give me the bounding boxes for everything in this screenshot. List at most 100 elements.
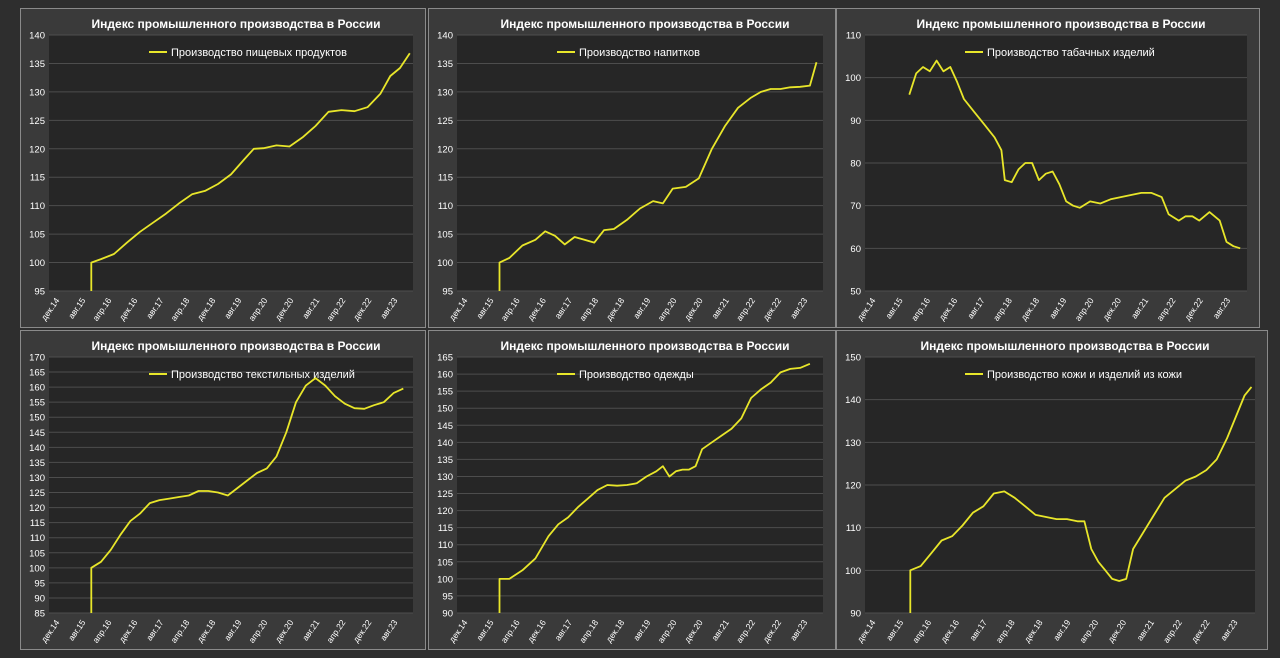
chart-panel-beverages: 95 100 105 110 115 120 125 130 135 140 дек.14 авг.1… (428, 8, 836, 328)
x-tick-label: апр.18 (577, 618, 600, 645)
x-tick-label: авг.23 (788, 618, 810, 643)
plot-area (49, 35, 413, 291)
x-tick-label: авг.17 (967, 618, 989, 643)
y-tick-label: 115 (30, 173, 45, 184)
y-tick-label: 145 (437, 421, 453, 432)
x-tick-label: дек.16 (937, 296, 960, 323)
x-tick-label: дек.22 (1182, 296, 1205, 323)
x-tick-label: авг.21 (709, 618, 731, 643)
x-tick-label: авг.19 (222, 296, 244, 321)
y-tick-label: 120 (437, 506, 453, 517)
y-tick-label: 115 (438, 173, 453, 184)
legend-entry: Производство одежды (579, 369, 694, 381)
x-tick-label: дек.20 (273, 618, 296, 645)
x-tick-label: авг.23 (788, 296, 810, 321)
y-tick-label: 115 (438, 523, 453, 534)
y-tick-label: 125 (437, 489, 453, 500)
y-tick-label: 105 (437, 557, 453, 568)
x-tick-label: авг.19 (1047, 296, 1069, 321)
y-tick-label: 150 (437, 404, 453, 415)
y-tick-label: 90 (850, 116, 861, 127)
y-tick-label: 80 (850, 159, 861, 170)
x-tick-label: авг.21 (1135, 618, 1157, 643)
y-tick-label: 100 (437, 258, 453, 269)
y-tick-label: 155 (437, 387, 453, 398)
x-tick-label: дек.22 (761, 296, 784, 323)
chart-title: Индекс промышленного производства в Росс… (501, 339, 790, 353)
x-tick-label: дек.18 (195, 296, 218, 323)
x-tick-label: авг.19 (222, 618, 244, 643)
chart-textile-plot: 85 90 95 100 105 110 115 120 125 130 135 140 145 150 1… (29, 339, 413, 645)
y-tick-label: 150 (29, 413, 45, 424)
y-tick-label: 130 (845, 438, 861, 449)
y-tick-label: 135 (437, 59, 453, 70)
x-tick-label: апр.16 (499, 618, 522, 645)
x-tick-label: дек.16 (117, 618, 140, 645)
chart-panel-clothing: 90 95 100 105 110 115 120 125 130 135 140 145 150 155… (428, 330, 836, 650)
y-tick-label: 105 (29, 548, 45, 559)
x-tick-label: апр.22 (734, 296, 757, 323)
x-tick-label: дек.18 (604, 618, 627, 645)
y-tick-label: 100 (29, 258, 45, 269)
x-tick-label: апр.16 (909, 296, 932, 323)
series-line (498, 62, 818, 291)
plot-area (457, 35, 823, 291)
x-tick-label: авг.15 (883, 296, 905, 321)
x-tick-label: авг.15 (884, 618, 906, 643)
y-tick-label: 110 (438, 201, 453, 212)
x-tick-label: авг.19 (1051, 618, 1073, 643)
y-tick-label: 135 (29, 59, 45, 70)
series-line (498, 362, 811, 613)
y-tick-label: 90 (442, 609, 453, 620)
y-tick-label: 110 (30, 533, 45, 544)
chart-title: Индекс промышленного производства в Росс… (92, 339, 381, 353)
x-tick-label: авг.23 (378, 296, 400, 321)
y-tick-label: 110 (30, 201, 45, 212)
legend-entry: Производство напитков (579, 47, 700, 59)
y-tick-label: 170 (29, 353, 45, 364)
x-tick-label: авг.15 (474, 618, 496, 643)
series-line (90, 52, 411, 291)
y-tick-label: 125 (29, 488, 45, 499)
y-tick-label: 100 (845, 73, 861, 84)
x-tick-label: апр.18 (991, 296, 1014, 323)
x-tick-label: апр.16 (910, 618, 933, 645)
y-tick-label: 70 (850, 201, 861, 212)
y-tick-label: 50 (850, 287, 861, 298)
y-tick-label: 150 (845, 353, 861, 364)
chart-title: Индекс промышленного производства в Росс… (501, 17, 790, 31)
y-tick-label: 140 (437, 31, 453, 42)
x-tick-label: дек.20 (273, 296, 296, 323)
chart-title: Индекс промышленного производства в Росс… (92, 17, 381, 31)
y-tick-label: 130 (29, 473, 45, 484)
y-tick-label: 165 (437, 353, 453, 364)
x-tick-label: дек.20 (1100, 296, 1123, 323)
x-tick-label: дек.16 (525, 296, 548, 323)
chart-panel-leather: 90 100 110 120 130 140 150 дек.14 авг.15 апр.16 де… (836, 330, 1268, 650)
x-tick-label: авг.21 (300, 618, 322, 643)
x-tick-label: дек.22 (1189, 618, 1212, 645)
x-tick-label: авг.23 (378, 618, 400, 643)
chart-clothing-plot: 90 95 100 105 110 115 120 125 130 135 140 145 150 155… (437, 339, 823, 645)
x-tick-label: дек.14 (447, 618, 470, 645)
x-tick-label: апр.22 (1155, 296, 1178, 323)
series-line (909, 386, 1253, 613)
x-tick-label: апр.22 (324, 296, 347, 323)
x-tick-label: авг.15 (66, 618, 88, 643)
y-tick-label: 165 (29, 368, 45, 379)
y-tick-label: 85 (34, 609, 45, 620)
x-tick-label: дек.14 (39, 618, 62, 645)
x-tick-label: апр.20 (1073, 296, 1096, 323)
x-tick-label: апр.18 (577, 296, 600, 323)
y-tick-label: 100 (845, 566, 861, 577)
legend-entry: Производство табачных изделий (987, 47, 1155, 59)
x-tick-label: дек.14 (855, 296, 878, 323)
x-tick-label: авг.19 (631, 618, 653, 643)
y-tick-label: 105 (437, 230, 453, 241)
y-tick-label: 100 (437, 574, 453, 585)
y-tick-label: 95 (442, 287, 453, 298)
x-tick-label: апр.16 (90, 618, 113, 645)
x-tick-label: дек.14 (855, 618, 878, 645)
